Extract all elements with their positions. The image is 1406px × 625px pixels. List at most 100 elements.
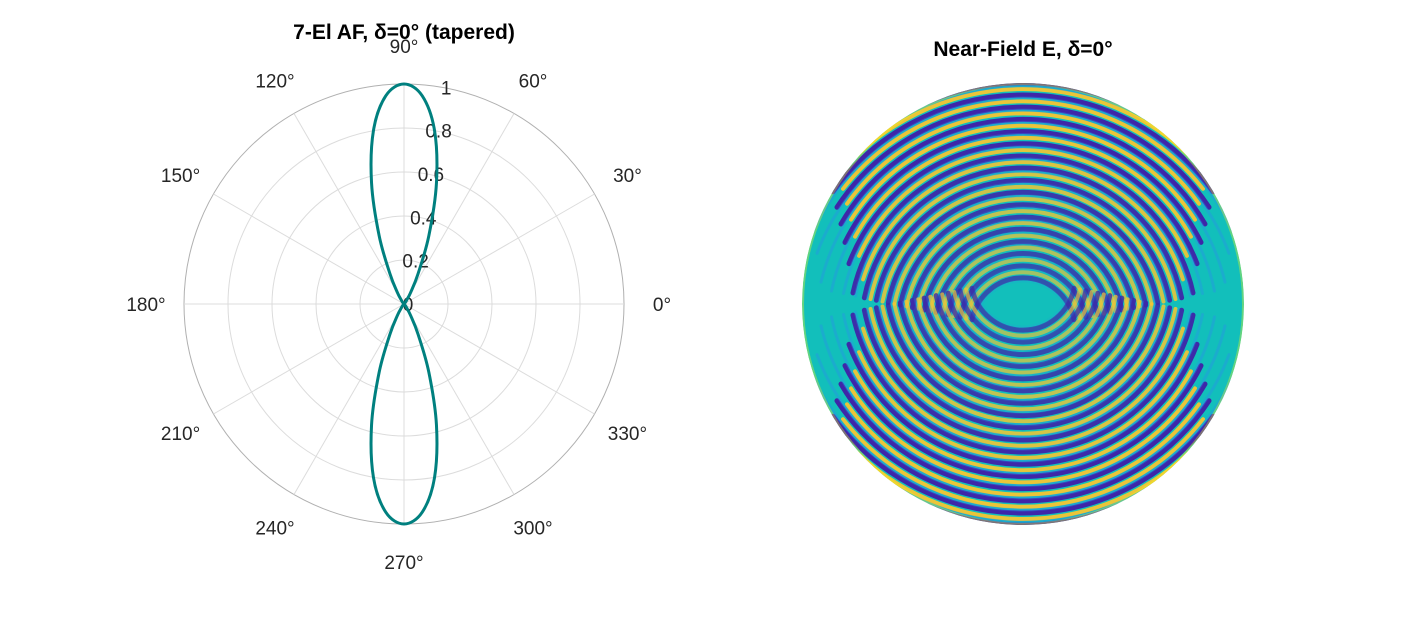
- fringe-bright: [928, 294, 1118, 375]
- r-tick-label: 0.8: [425, 122, 451, 143]
- fringe-dark: [897, 202, 1149, 308]
- fringe-dark: [861, 307, 1185, 443]
- fringe-bright: [853, 369, 1193, 473]
- fringe-bright: [861, 326, 1185, 448]
- fringe-bright: [868, 172, 1178, 301]
- fringe-dark: [969, 275, 1077, 323]
- fringe-halo: [949, 291, 1097, 353]
- fringe-dark: [830, 92, 1216, 195]
- fringe-bright: [880, 184, 1166, 304]
- polar-title: 7-El AF, δ=0° (tapered): [293, 21, 515, 44]
- heatmap-rim: [802, 83, 1244, 525]
- fringe-dark: [834, 104, 1212, 210]
- fringe-dark: [957, 288, 1089, 345]
- fringe-bright: [928, 233, 1118, 314]
- fringe-halo: [830, 315, 1216, 475]
- fringe-bright: [861, 160, 1185, 282]
- fringe-bright: [853, 135, 1193, 239]
- fringe-halo: [877, 181, 1169, 303]
- r-tick-label: 1: [441, 78, 452, 99]
- theta-tick-label: 120°: [255, 72, 294, 93]
- fringe-halo: [901, 206, 1145, 308]
- fringe-bright: [837, 431, 1209, 521]
- theta-grid-line: [403, 193, 595, 305]
- fringe-halo: [842, 145, 1204, 295]
- fringe-dark: [861, 165, 1185, 301]
- fringe-dark: [838, 381, 1208, 492]
- fringe-bright: [880, 304, 1166, 424]
- fringe-dark: [945, 251, 1101, 318]
- fringe-halo: [889, 303, 1157, 414]
- r-tick-label: 0: [403, 295, 414, 316]
- fringe-dark: [945, 290, 1101, 357]
- theta-grid-line: [293, 303, 405, 495]
- fringe-bright: [916, 221, 1130, 311]
- fringe-dark: [885, 302, 1161, 419]
- fringe-bright: [849, 123, 1197, 222]
- fringe-halo: [811, 96, 1235, 233]
- fringe-halo: [949, 255, 1097, 317]
- fringe-bright: [841, 417, 1205, 509]
- theta-tick-label: 60°: [519, 72, 548, 93]
- fringe-halo: [889, 194, 1157, 305]
- fringe-halo: [877, 305, 1169, 427]
- polar-series: [369, 82, 439, 526]
- polar-grid: [183, 83, 625, 525]
- fringe-dark: [897, 300, 1149, 406]
- r-tick-label: 0.6: [418, 165, 444, 186]
- fringe-halo: [925, 296, 1121, 378]
- fringe-halo: [901, 300, 1145, 402]
- fringe-halo: [815, 108, 1231, 255]
- fringe-bright: [845, 402, 1201, 497]
- fringe-dark: [873, 305, 1173, 431]
- fringe-dark: [842, 129, 1204, 245]
- theta-tick-label: 0°: [653, 295, 671, 316]
- fringe-halo: [811, 375, 1235, 512]
- fringe-halo: [853, 157, 1193, 298]
- fringe-dark: [830, 413, 1216, 516]
- fringe-bright: [892, 302, 1154, 412]
- fringe-dark: [921, 226, 1125, 313]
- fringe-dark: [834, 398, 1212, 504]
- fringe-bright: [964, 287, 1082, 338]
- fringe-halo: [925, 230, 1121, 312]
- fringe-halo: [853, 310, 1193, 451]
- theta-tick-label: 300°: [513, 518, 552, 539]
- theta-tick-labels: 0° 30° 60° 90° 120° 150° 180° 210° 240° 270° 300° 3…: [126, 37, 671, 574]
- fringe-dark: [933, 293, 1113, 369]
- fringe-dark: [873, 177, 1173, 303]
- theta-grid-line: [403, 113, 515, 305]
- fringe-halo: [973, 279, 1073, 322]
- theta-grid-line: [213, 303, 405, 415]
- fringe-dark: [957, 263, 1089, 320]
- fringe-dark: [933, 239, 1113, 315]
- fringe-bright: [845, 111, 1201, 206]
- fringe-halo: [842, 313, 1204, 463]
- theta-grid-line: [403, 303, 595, 415]
- fringe-halo: [865, 308, 1181, 439]
- fringe-bright: [868, 307, 1178, 436]
- fringe-bright: [837, 87, 1209, 177]
- theta-tick-label: 210°: [161, 424, 200, 445]
- fringe-bright: [849, 386, 1197, 485]
- fringe-bright: [904, 299, 1142, 399]
- heatmap-chart: Near-Field E, δ=0°: [802, 38, 1244, 525]
- fringe-halo: [830, 133, 1216, 293]
- fringe-bright: [841, 99, 1205, 191]
- polar-chart: 7-El AF, δ=0° (tapered) 0° 30° 60° 90° 120° 1…: [126, 21, 671, 574]
- fringe-bright: [940, 292, 1106, 363]
- fringe-dark: [842, 363, 1204, 479]
- fringe-halo: [913, 218, 1133, 310]
- fringe-halo: [961, 288, 1085, 341]
- fringe-bright: [892, 196, 1154, 306]
- heatmap-title: Near-Field E, δ=0°: [933, 38, 1112, 61]
- fringe-dark: [885, 189, 1161, 306]
- series-line: [369, 82, 439, 526]
- fringe-bright: [904, 209, 1142, 309]
- theta-tick-label: 180°: [126, 295, 165, 316]
- fringe-dark: [909, 298, 1137, 394]
- fringe-halo: [819, 120, 1227, 284]
- theta-tick-label: 150°: [161, 166, 200, 187]
- fringe-halo: [937, 242, 1109, 315]
- fringe-bright: [952, 290, 1094, 351]
